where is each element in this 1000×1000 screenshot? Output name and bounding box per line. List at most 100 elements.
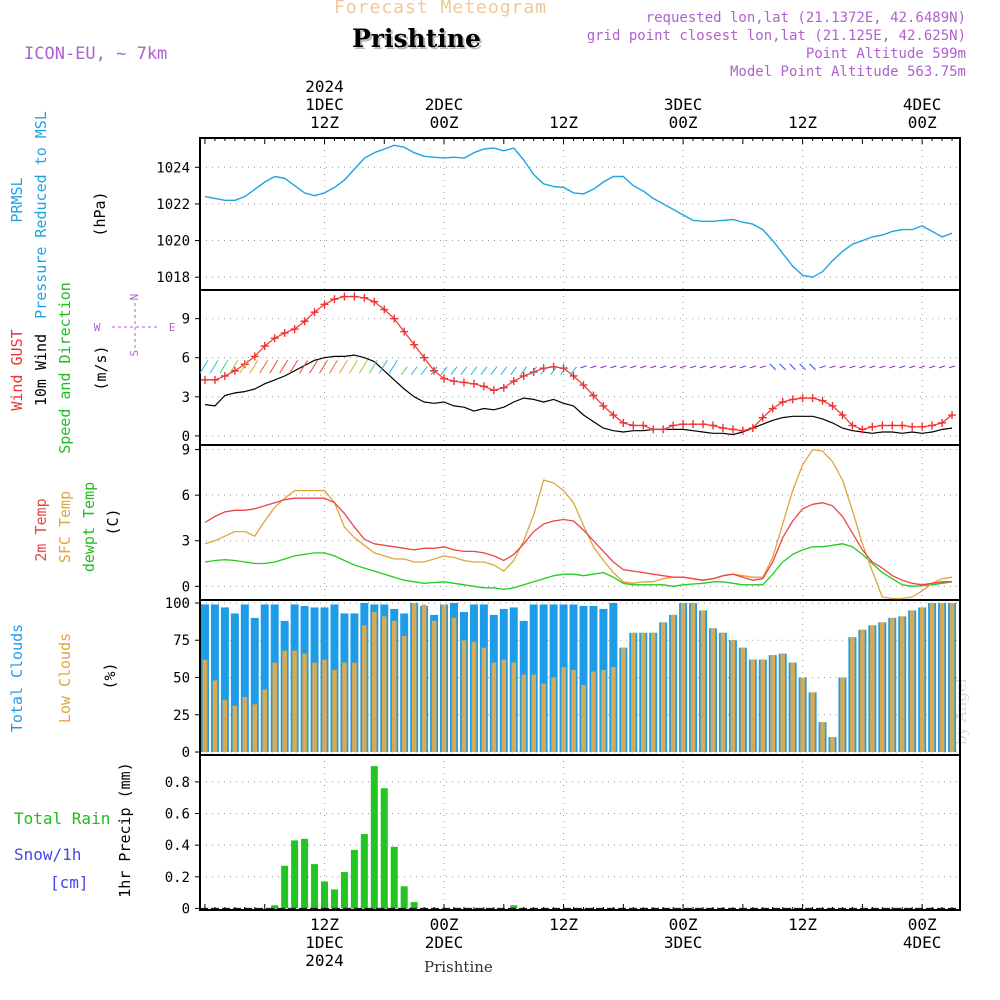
wind-direction-arrow bbox=[339, 359, 348, 374]
wind-gust-marker bbox=[350, 292, 359, 301]
wind-gust-marker bbox=[868, 422, 877, 431]
wind-direction-arrow bbox=[829, 365, 836, 369]
wind-gust-marker bbox=[619, 418, 628, 427]
low-clouds-bar bbox=[650, 632, 656, 753]
y-tick-label: 1018 bbox=[156, 270, 190, 286]
wind-direction-arrow bbox=[299, 359, 309, 374]
precip-bar bbox=[311, 864, 319, 909]
time-label-top: 2024 bbox=[305, 77, 344, 96]
precip-bar bbox=[510, 905, 518, 909]
wind-direction-arrow bbox=[289, 359, 299, 374]
panel-precip: 0 0.2 0.4 0.6 0.8 bbox=[165, 754, 961, 917]
low-clouds-bar bbox=[740, 647, 746, 753]
low-clouds-bar bbox=[431, 620, 437, 753]
low-clouds-bar bbox=[750, 659, 756, 753]
wind-gust-marker bbox=[808, 394, 817, 403]
wind-direction-arrow bbox=[249, 359, 259, 374]
pressure-label-name: Pressure Reduced to MSL bbox=[32, 111, 50, 319]
low-clouds-bar bbox=[640, 632, 646, 753]
snow-label: Snow/1h bbox=[14, 845, 81, 864]
wind-direction-arrow bbox=[400, 366, 408, 376]
precip-bar bbox=[321, 881, 329, 909]
wind-direction-arrow bbox=[450, 366, 458, 376]
dewpt-temp-label: dewpt Temp bbox=[80, 482, 98, 572]
dewpt-temp-line bbox=[204, 543, 953, 591]
time-label-bottom: 00Z bbox=[430, 915, 459, 934]
wind-direction-arrow bbox=[889, 365, 896, 369]
wind-direction-arrow bbox=[918, 365, 926, 369]
temp-2m-label: 2m Temp bbox=[32, 498, 50, 561]
wind-direction-arrow bbox=[909, 365, 916, 369]
wind-direction-arrow bbox=[590, 365, 597, 369]
wind-direction-arrow bbox=[470, 366, 478, 376]
wind-gust-marker bbox=[210, 375, 219, 384]
wind-gust-marker bbox=[519, 371, 528, 380]
wind-gust-marker bbox=[220, 371, 229, 380]
y-tick-label: 9 bbox=[182, 312, 190, 328]
precip-bar bbox=[340, 872, 348, 909]
wind-direction-arrow bbox=[759, 365, 766, 369]
total-clouds-bar bbox=[579, 605, 588, 753]
low-clouds-bar bbox=[919, 607, 925, 753]
wind-direction-arrow bbox=[510, 366, 518, 376]
y-tick-label: 0 bbox=[182, 901, 190, 917]
time-label-bottom: 3DEC bbox=[664, 933, 703, 952]
panel-pressure: 1018 1020 1022 1024 bbox=[156, 137, 961, 291]
time-label-bottom: 12Z bbox=[310, 915, 339, 934]
wind-gust-marker bbox=[380, 305, 389, 314]
wind-direction-arrow bbox=[928, 365, 936, 369]
compass-s: S bbox=[128, 350, 141, 357]
time-label-bottom: 4DEC bbox=[903, 933, 942, 952]
low-clouds-bar bbox=[581, 684, 586, 753]
wind-gust-marker bbox=[788, 395, 797, 404]
wind-direction-arrow bbox=[620, 365, 627, 369]
low-clouds-bar bbox=[401, 635, 407, 753]
temp-unit-label: (C) bbox=[104, 508, 122, 535]
wind-direction-arrow bbox=[219, 359, 229, 374]
wind-direction-label: Speed and Direction bbox=[56, 282, 74, 454]
low-clouds-bar bbox=[660, 622, 666, 753]
wind-direction-arrow bbox=[630, 365, 637, 369]
wind-gust-marker bbox=[798, 394, 807, 403]
precip-bar bbox=[380, 788, 388, 909]
wind-direction-arrow bbox=[669, 365, 677, 369]
low-clouds-bar bbox=[899, 616, 905, 753]
low-clouds-bar bbox=[800, 677, 805, 753]
wind-gust-marker bbox=[888, 421, 897, 430]
wind-direction-arrow bbox=[490, 366, 498, 376]
y-tick-label: 6 bbox=[182, 488, 190, 504]
low-clouds-bar bbox=[242, 696, 248, 753]
time-label-top: 4DEC bbox=[903, 95, 942, 114]
low-clouds-bar bbox=[621, 647, 626, 753]
low-clouds-bar bbox=[441, 604, 447, 753]
wind-direction-arrow bbox=[199, 359, 209, 374]
wind-direction-arrow bbox=[799, 363, 806, 371]
wind-10m-label: 10m Wind bbox=[32, 334, 50, 406]
wind-gust-marker bbox=[280, 328, 289, 337]
wind-direction-arrow bbox=[749, 365, 756, 369]
wind-gust-marker bbox=[728, 425, 737, 434]
low-clouds-bar bbox=[710, 628, 716, 753]
wind-direction-arrow bbox=[540, 366, 548, 376]
wind-direction-arrow bbox=[550, 366, 558, 376]
forecast-meteogram-label: Forecast Meteogram bbox=[334, 0, 548, 18]
pressure-unit-label: (hPa) bbox=[91, 191, 109, 236]
wind-direction-arrow bbox=[530, 366, 538, 376]
wind-direction-arrow bbox=[679, 365, 687, 369]
low-clouds-bar bbox=[501, 659, 507, 753]
total-clouds-bar bbox=[260, 604, 269, 753]
low-clouds-bar bbox=[840, 677, 845, 753]
low-clouds-bar bbox=[929, 602, 935, 753]
wind-direction-arrow bbox=[309, 359, 318, 374]
wind-direction-arrow bbox=[719, 365, 727, 369]
wind-direction-arrow bbox=[769, 363, 777, 371]
wind-gust-label: Wind GUST bbox=[8, 329, 26, 410]
wind-direction-arrow bbox=[378, 359, 388, 374]
wind-gust-marker bbox=[898, 421, 907, 430]
wind-gust-marker bbox=[400, 327, 409, 336]
low-clouds-bar bbox=[232, 705, 238, 753]
y-tick-label: 0.8 bbox=[165, 775, 190, 791]
wind-gust-marker bbox=[609, 411, 618, 420]
low-clouds-bar bbox=[302, 653, 307, 753]
wind-gust-marker bbox=[928, 421, 937, 430]
